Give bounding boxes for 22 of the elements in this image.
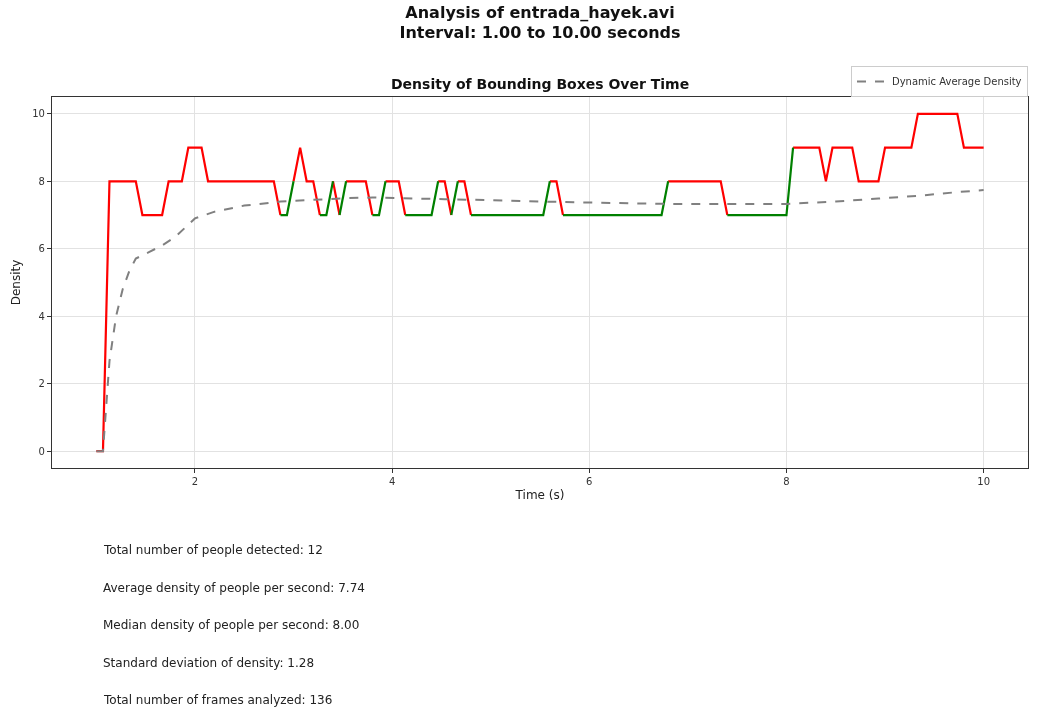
- text: Total number of frames analyzed: 136: [103, 693, 333, 707]
- y-tick-label: 0: [38, 445, 45, 457]
- x-axis-title: Time (s): [514, 488, 565, 502]
- y-tick-label: 8: [38, 175, 45, 187]
- chart-title: Analysis of entrada_hayek.avi Interval: 1.00 to 10.00 seconds: [399, 2, 681, 43]
- y-tick-label: 4: [38, 310, 45, 322]
- text: Total number of people detected: 12: [103, 543, 323, 557]
- y-tick-label: 6: [38, 243, 45, 255]
- x-tick-label: 6: [586, 476, 593, 488]
- line-series: [95, 189, 985, 453]
- legend-label: Dynamic Average Density: [892, 76, 1022, 88]
- y-tick-label: 10: [32, 108, 45, 120]
- text: Median density of people per second: 8.00: [103, 618, 360, 632]
- x-tick-label: 2: [191, 476, 199, 488]
- x-tick-label: 4: [388, 476, 396, 488]
- y-tick-label: 2: [38, 378, 45, 390]
- chart-subtitle: Density of Bounding Boxes Over Time: [391, 76, 690, 92]
- y-axis-title: Density: [9, 259, 24, 306]
- text: Average density of people per second: 7.74: [103, 581, 365, 595]
- x-tick-label: 10: [977, 476, 991, 488]
- x-tick-label: 8: [783, 476, 790, 488]
- text: Standard deviation of density: 1.28: [103, 656, 315, 670]
